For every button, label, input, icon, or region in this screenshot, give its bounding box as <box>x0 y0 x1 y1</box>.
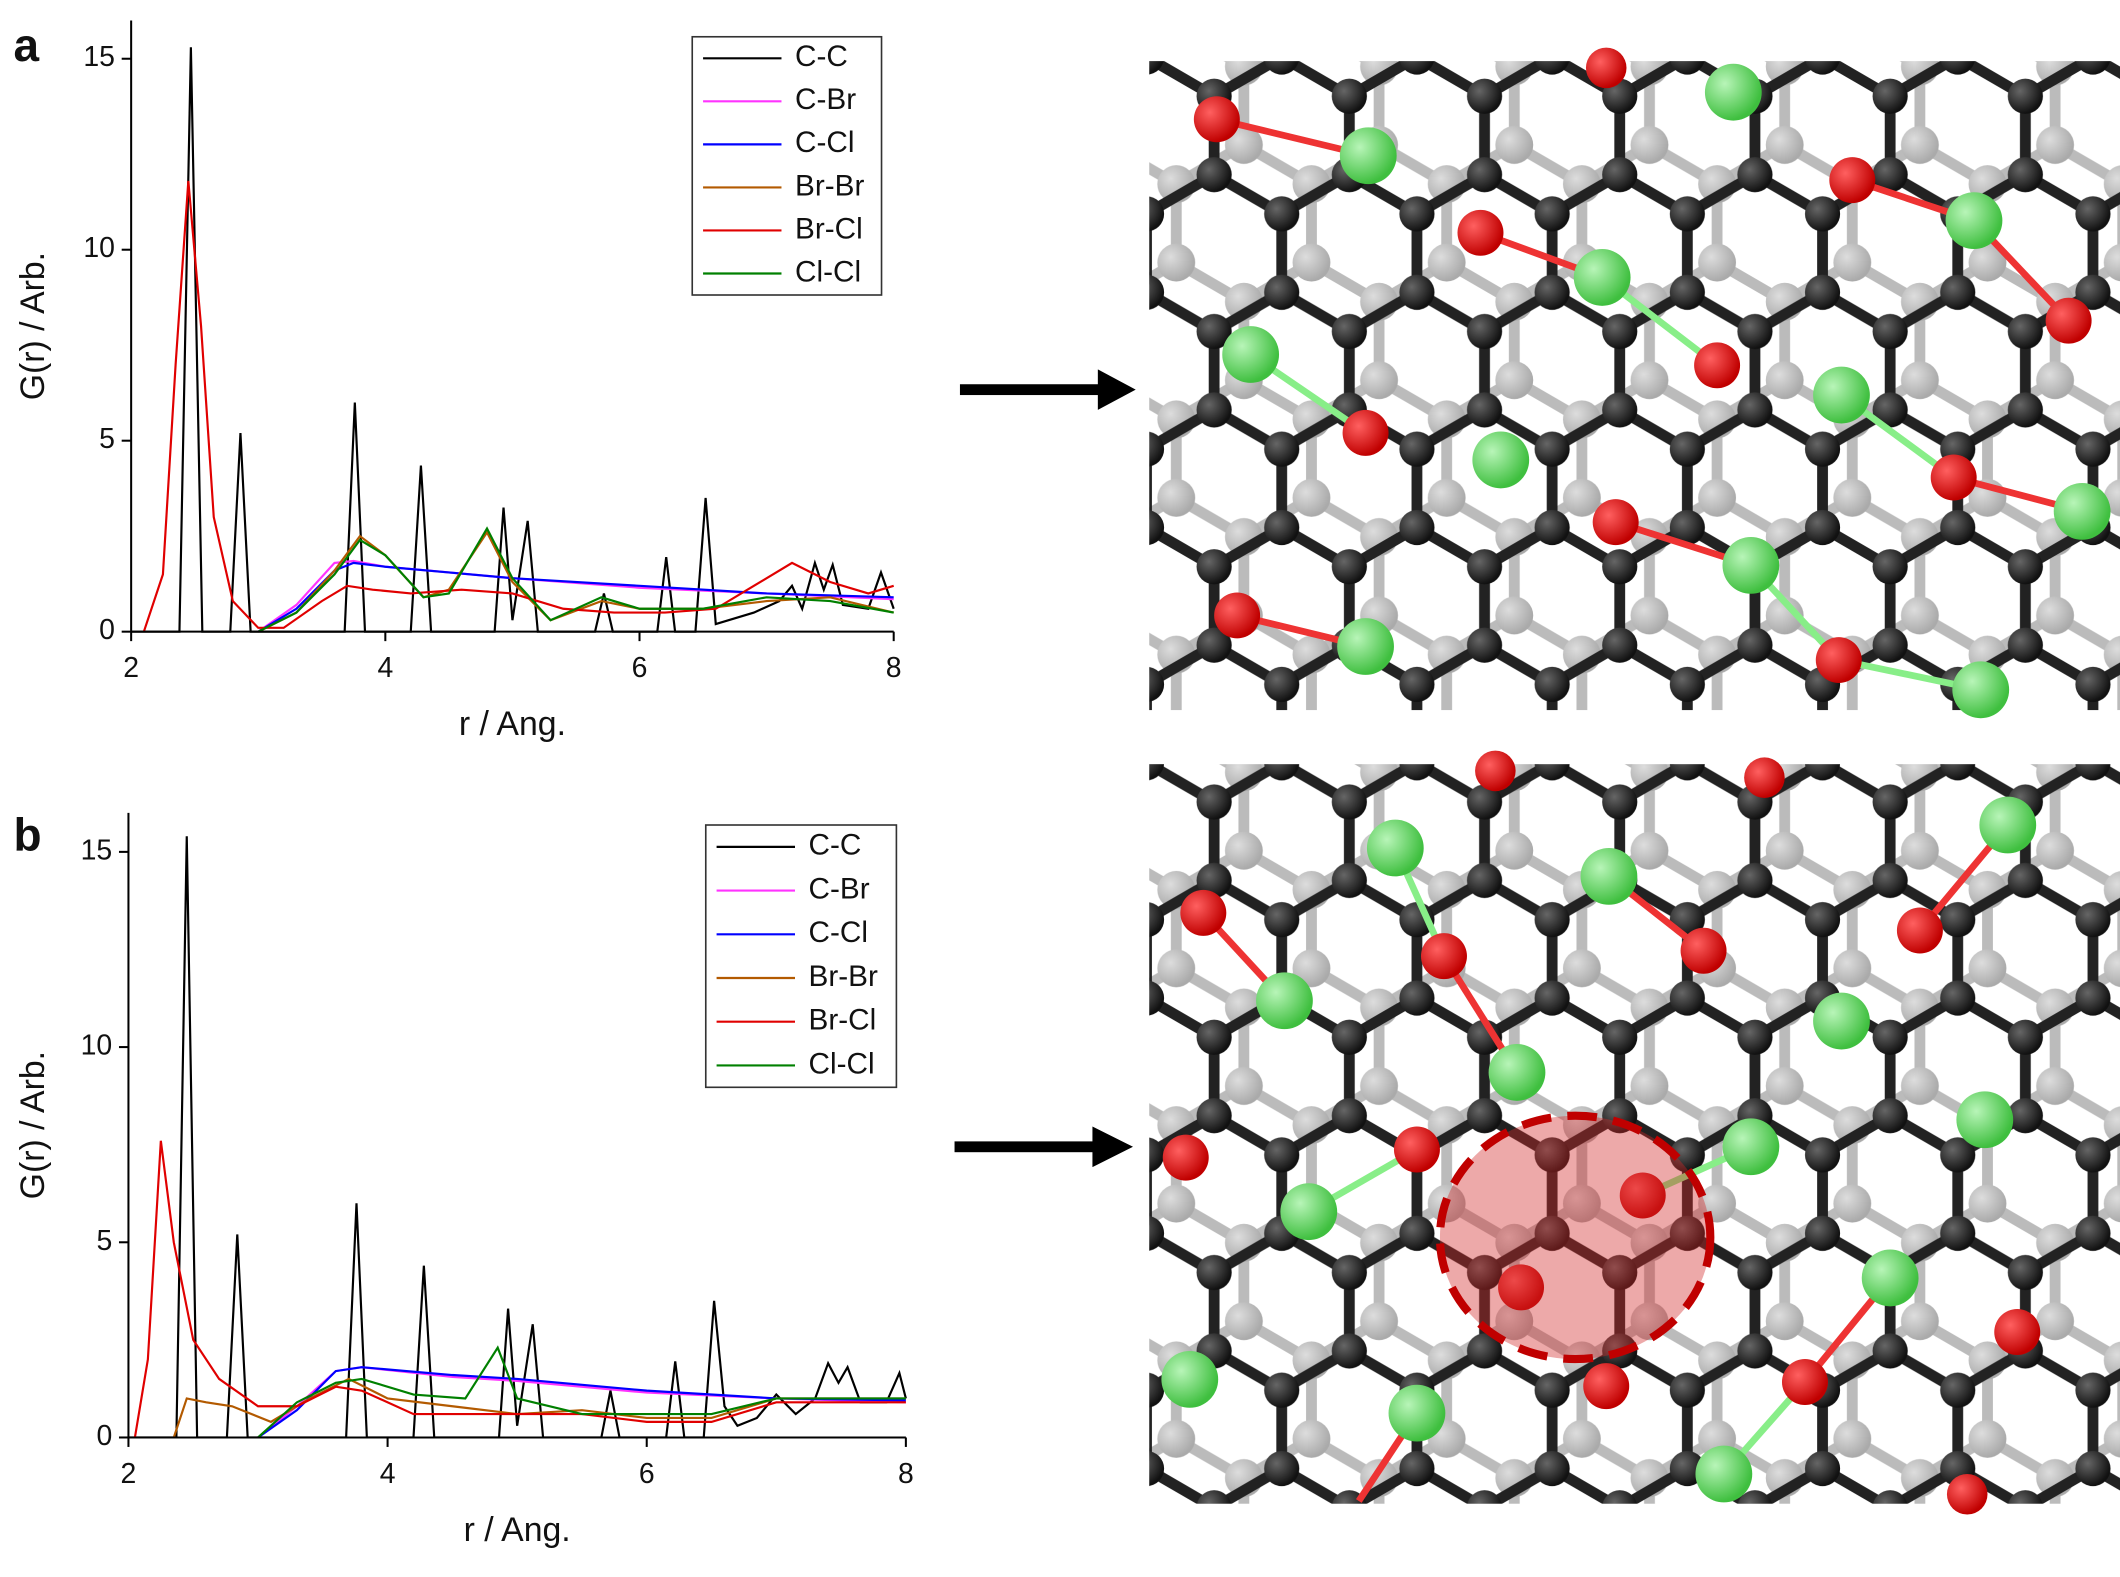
y-tick-label: 10 <box>81 1030 113 1062</box>
x-tick-label: 4 <box>377 652 393 684</box>
arrow <box>959 369 1136 410</box>
legend-box <box>704 824 898 1089</box>
legend-label: C-Cl <box>795 126 854 159</box>
legend-label: C-C <box>809 829 862 862</box>
legend-label: Br-Cl <box>809 1004 877 1037</box>
legend-box <box>691 35 883 296</box>
legend-label: C-C <box>795 40 848 73</box>
x-tick-label: 8 <box>886 652 902 684</box>
highlight-ring <box>1435 1111 1715 1364</box>
structure-image-a <box>1149 47 2120 719</box>
y-tick-label: 10 <box>83 232 115 264</box>
data-line <box>257 526 894 633</box>
x-tick-label: 6 <box>639 1458 655 1490</box>
data-line <box>257 1345 906 1439</box>
panel-label: a <box>14 19 40 71</box>
data-line <box>133 1140 906 1438</box>
data-line <box>257 561 894 633</box>
arrow <box>954 1126 1134 1168</box>
panel-label: b <box>14 809 42 861</box>
data-line <box>257 1366 906 1439</box>
structure-image-b <box>1149 750 2120 1515</box>
y-tick-label: 15 <box>81 834 113 866</box>
x-tick-label: 2 <box>121 1458 137 1490</box>
y-tick-label: 5 <box>96 1225 112 1257</box>
legend-label: Cl-Cl <box>795 255 861 288</box>
data-line <box>257 559 894 633</box>
legend-label: Br-Br <box>795 169 864 202</box>
x-tick-label: 2 <box>123 652 139 684</box>
x-tick-label: 6 <box>632 652 648 684</box>
legend-label: Br-Cl <box>795 212 863 245</box>
x-tick-label: 4 <box>380 1458 396 1490</box>
x-tick-label: 8 <box>898 1458 914 1490</box>
y-axis-label: G(r) / Arb. <box>14 1051 52 1199</box>
data-line <box>142 180 895 633</box>
data-line <box>172 1377 906 1438</box>
y-tick-label: 0 <box>99 614 115 646</box>
x-axis-label: r / Ang. <box>464 1511 571 1549</box>
y-tick-label: 15 <box>83 41 115 73</box>
x-axis-label: r / Ang. <box>459 705 566 743</box>
y-tick-label: 0 <box>96 1420 112 1452</box>
chart-panel: b 2 4 6 8 0 5 10 15 r / Ang. G(r) / Arb. C-C C-Br C-C… <box>14 809 914 1549</box>
legend-label: Cl-Cl <box>809 1047 875 1080</box>
data-line <box>257 530 894 633</box>
y-tick-label: 5 <box>99 423 115 455</box>
legend-label: C-Cl <box>809 916 868 949</box>
chart-panel: a 2 4 6 8 0 5 10 15 r / Ang. G(r) / Arb. C-C C-Br C-C… <box>14 19 902 743</box>
legend-label: C-Br <box>795 83 856 116</box>
legend-label: C-Br <box>809 872 870 905</box>
y-axis-label: G(r) / Arb. <box>14 252 52 400</box>
legend-label: Br-Br <box>809 960 878 993</box>
